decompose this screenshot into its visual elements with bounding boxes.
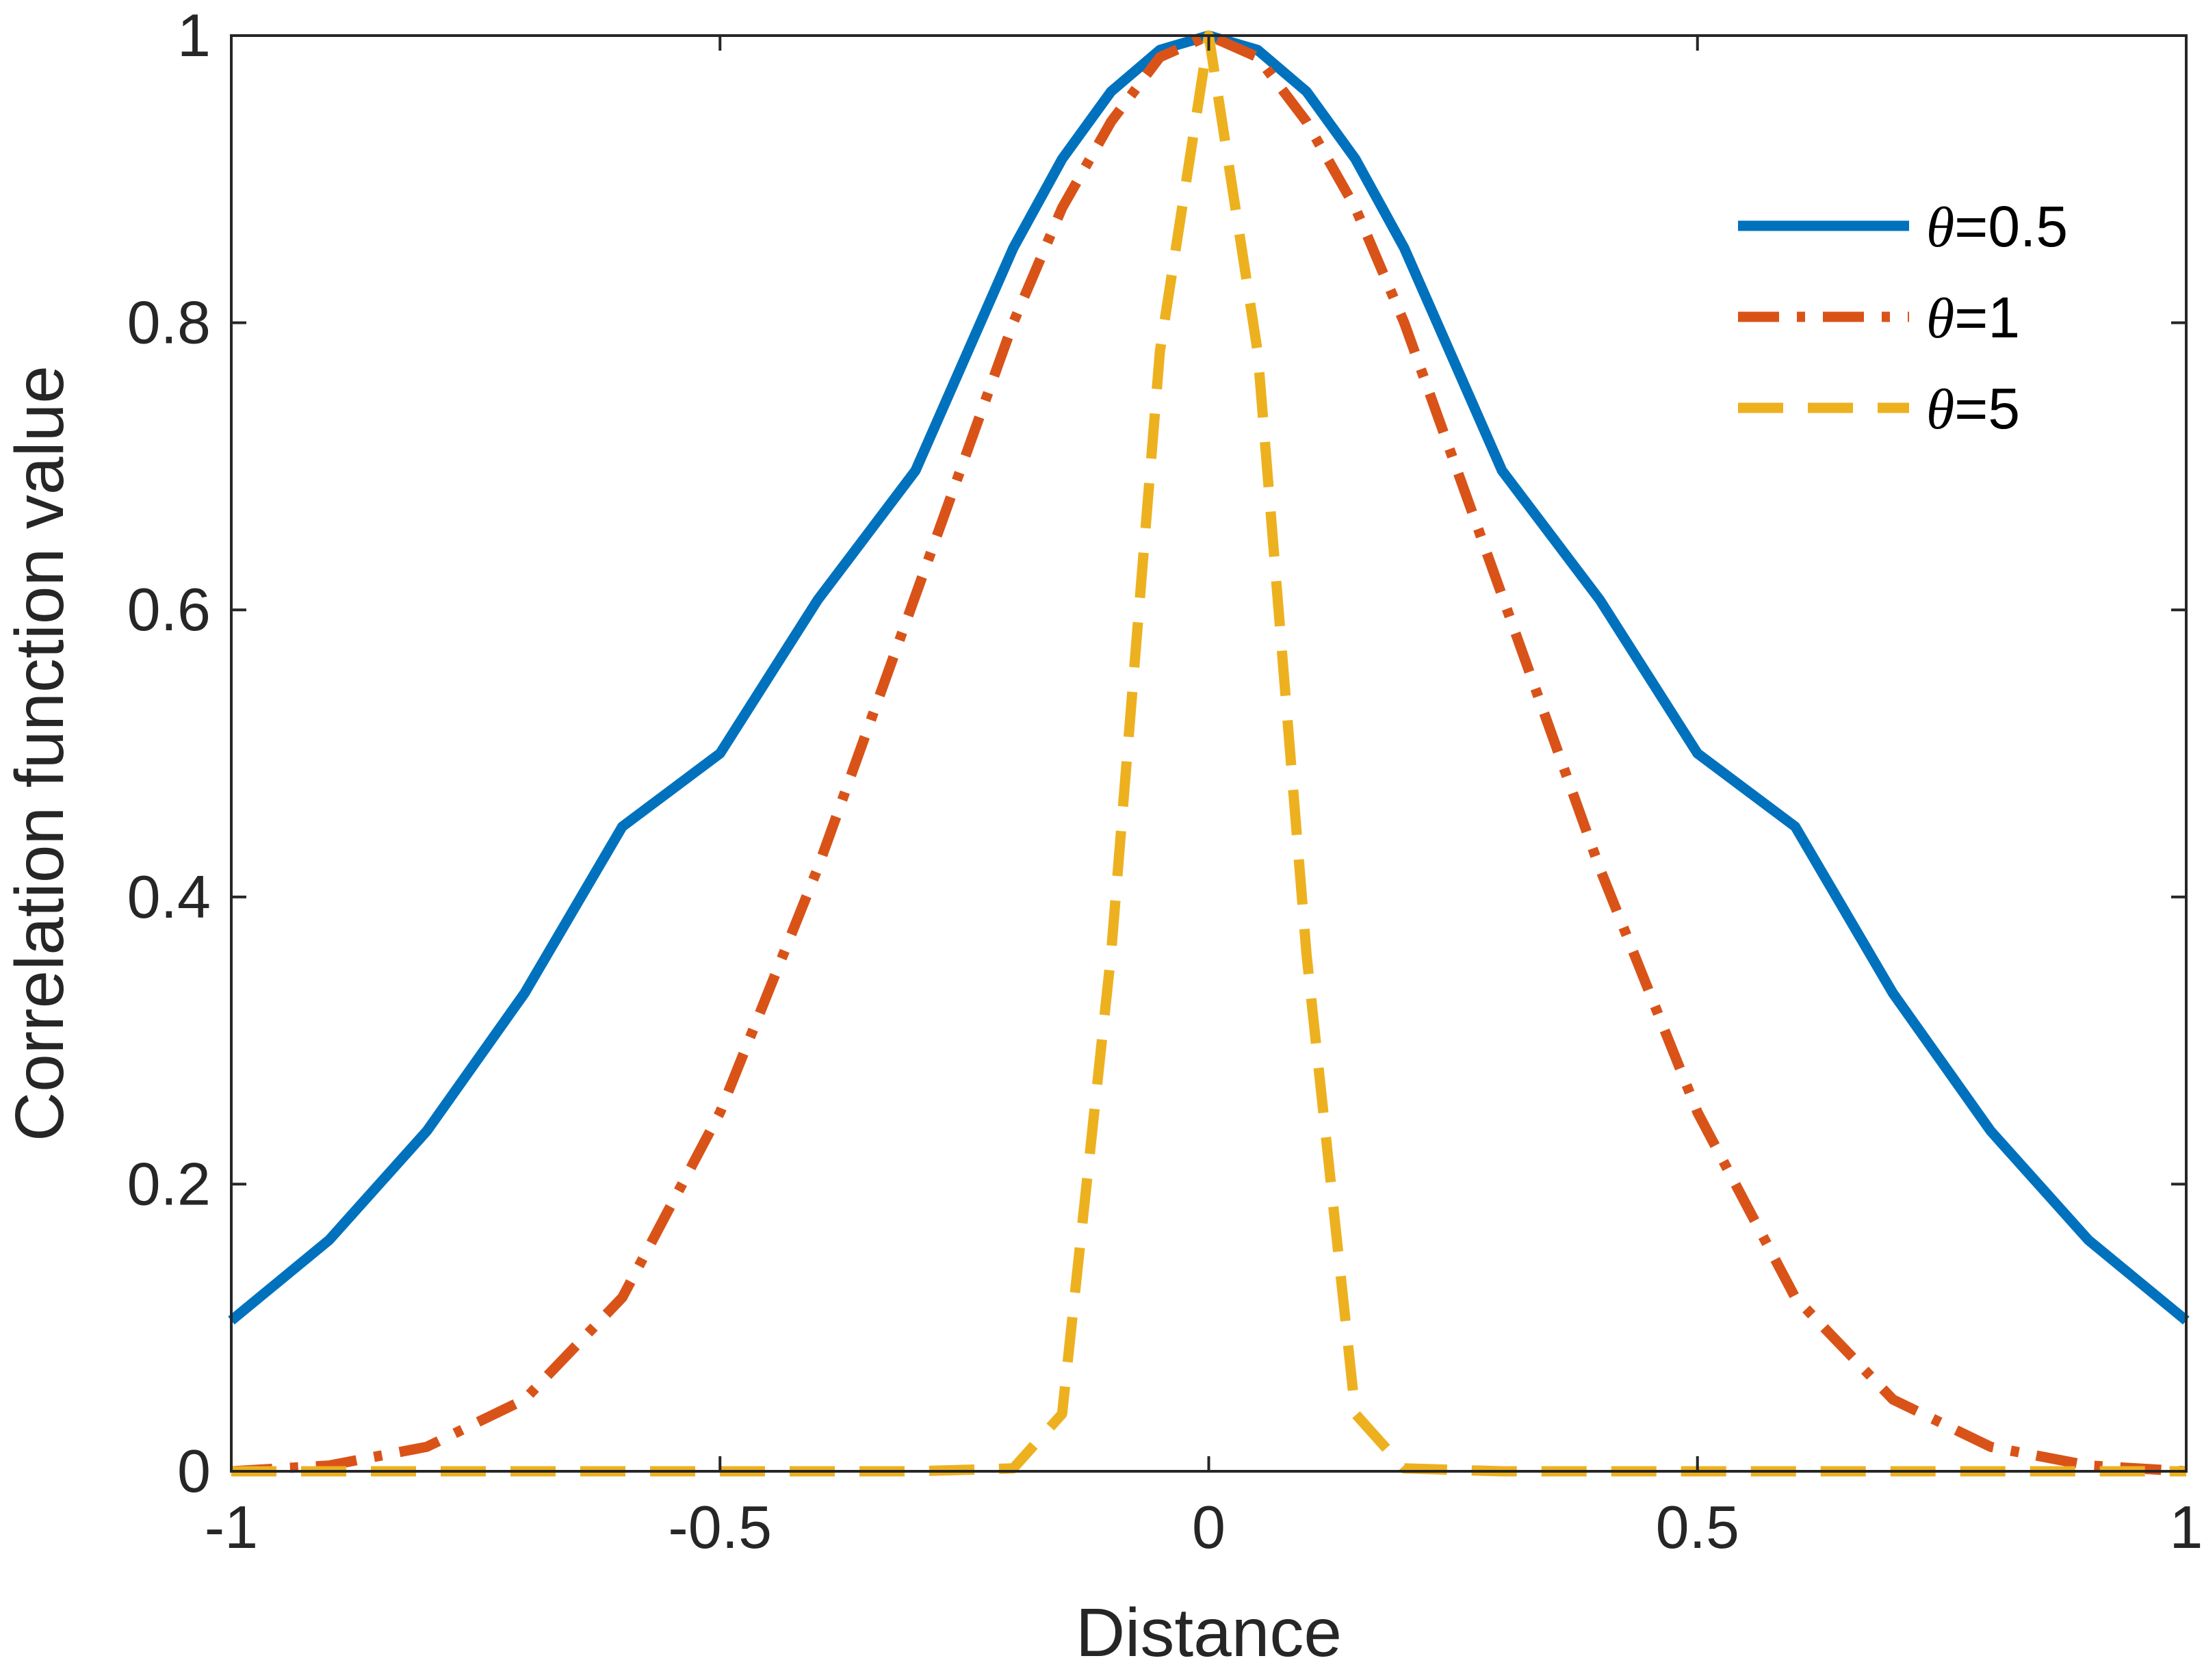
legend-label-1: θ=0.5 <box>1926 194 2068 259</box>
y-tick-label: 0.8 <box>127 289 211 357</box>
x-axis-title: Distance <box>1076 1594 1342 1671</box>
x-tick-label: -1 <box>205 1493 258 1561</box>
x-tick-label: 0 <box>1192 1493 1226 1561</box>
y-tick-label: 0.6 <box>127 576 211 643</box>
legend-value: =0.5 <box>1954 194 2068 259</box>
legend-value: =1 <box>1954 285 2020 350</box>
x-tick-label: 1 <box>2170 1493 2203 1561</box>
y-tick-label: 0 <box>177 1437 211 1505</box>
x-tick-label: 0.5 <box>1656 1493 1739 1561</box>
legend-label-2: θ=1 <box>1926 285 2020 350</box>
theta-symbol: θ <box>1926 378 1954 441</box>
legend-label-3: θ=5 <box>1926 376 2020 441</box>
x-tick-label: -0.5 <box>668 1493 772 1561</box>
y-tick-label: 0.2 <box>127 1150 211 1217</box>
y-axis-title: Correlation function value <box>1 365 78 1141</box>
theta-symbol: θ <box>1926 196 1954 259</box>
legend: θ=0.5θ=1θ=5 <box>1738 194 2068 441</box>
y-tick-label: 0.4 <box>127 863 211 931</box>
legend-value: =5 <box>1954 376 2020 441</box>
y-tick-label: 1 <box>177 1 211 69</box>
ticks-layer: -1 -0.5 0 0.5 1 0 0.2 0.4 0.6 0.8 1 <box>127 1 2203 1561</box>
theta-symbol: θ <box>1926 287 1954 350</box>
series-line-2 <box>231 30 2187 1477</box>
